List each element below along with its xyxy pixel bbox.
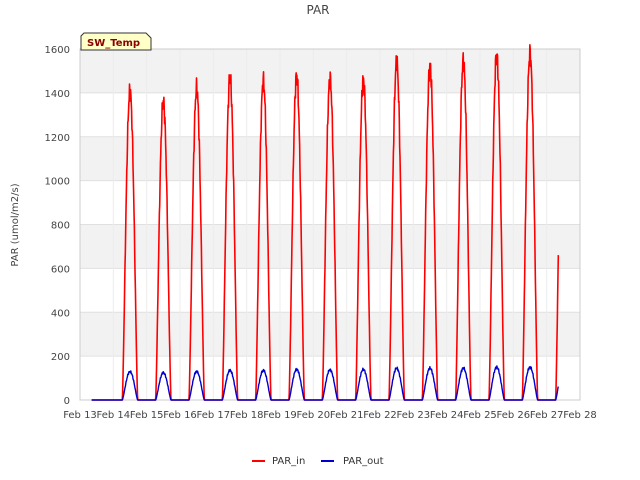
x-tick-label: Feb 28 <box>563 410 597 421</box>
badge-label: SW_Temp <box>87 38 140 49</box>
y-tick-label: 200 <box>51 352 70 363</box>
x-tick-label: Feb 26 <box>497 410 531 421</box>
x-tick-label: Feb 20 <box>297 410 331 421</box>
y-tick-label: 1400 <box>45 89 70 100</box>
x-tick-label: Feb 27 <box>530 410 564 421</box>
band <box>80 356 580 400</box>
y-tick-label: 400 <box>51 308 70 319</box>
sw-temp-badge: SW_Temp <box>80 32 152 51</box>
x-tick-label: Feb 23 <box>397 410 431 421</box>
y-axis-ticks: 0 200 400 600 800 1000 1200 1400 1600 <box>45 45 70 407</box>
x-tick-label: Feb 24 <box>430 410 464 421</box>
band <box>80 136 580 181</box>
band <box>80 92 580 137</box>
x-tick-label: Feb 16 <box>163 410 197 421</box>
legend-label-par-in: PAR_in <box>272 456 305 467</box>
chart-title: PAR <box>306 3 329 17</box>
y-tick-label: 800 <box>51 221 70 232</box>
legend-label-par-out: PAR_out <box>343 456 384 467</box>
y-tick-label: 600 <box>51 264 70 275</box>
plot-area <box>79 48 581 401</box>
band <box>80 312 580 357</box>
x-tick-label: Feb 18 <box>230 410 264 421</box>
x-tick-label: Feb 25 <box>463 410 497 421</box>
series-layer <box>91 43 560 401</box>
badge-box <box>80 32 152 51</box>
x-tick-label: Feb 21 <box>330 410 364 421</box>
x-tick-label: Feb 14 <box>97 410 131 421</box>
y-axis-title: PAR (umol/m2/s) <box>10 183 21 266</box>
y-tick-label: 0 <box>64 396 70 407</box>
series-line-par-out <box>91 365 560 401</box>
x-tick-label: Feb 13 <box>63 410 97 421</box>
y-tick-label: 1600 <box>45 45 70 56</box>
x-tick-label: Feb 19 <box>263 410 297 421</box>
x-tick-label: Feb 22 <box>363 410 397 421</box>
band <box>80 224 580 269</box>
x-axis-ticks: Feb 13 Feb 14 Feb 15 Feb 16 Feb 17 Feb 18 Feb … <box>63 410 597 421</box>
legend: PAR_in PAR_out <box>252 456 384 467</box>
y-tick-label: 1200 <box>45 133 70 144</box>
x-tick-label: Feb 15 <box>130 410 164 421</box>
x-tick-label: Feb 17 <box>197 410 231 421</box>
band <box>80 180 580 225</box>
y-tick-label: 1000 <box>45 177 70 188</box>
band <box>80 268 580 313</box>
